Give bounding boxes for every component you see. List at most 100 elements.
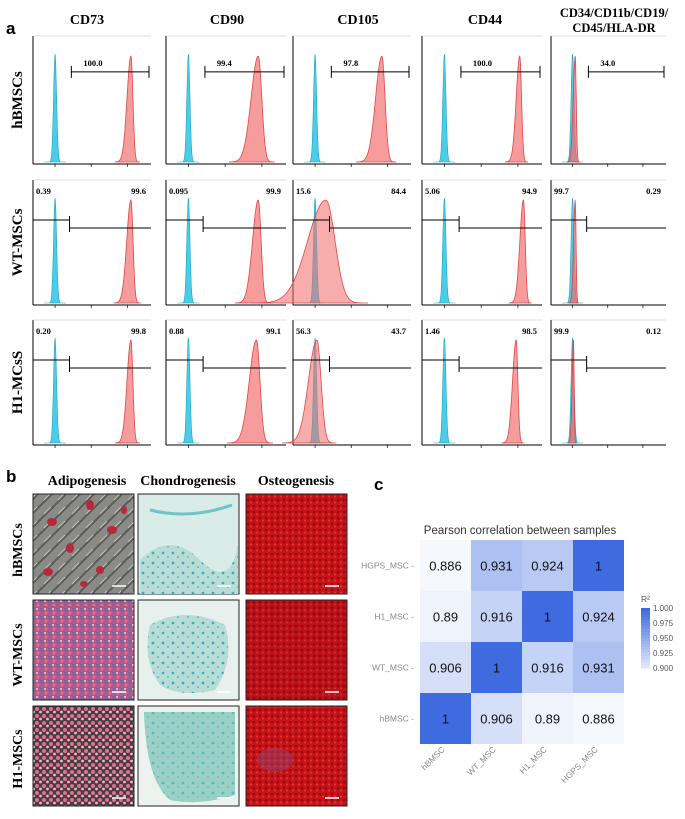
heatmap-cell-value: 0.924	[582, 610, 615, 625]
stained-histogram	[501, 339, 525, 444]
flow-panel-wt-mscs-1: 0.39 99.6	[32, 179, 151, 308]
heatmap-cell-HGPS_MSC-hBMSC	[420, 540, 471, 591]
stained-histogram	[114, 339, 141, 444]
heatmap-y-label: H1_MSC -	[374, 612, 414, 622]
panel-c-letter: c	[374, 475, 383, 494]
micrograph-wt-adipo	[32, 599, 135, 701]
isotype-histogram	[177, 53, 200, 163]
gate-left-percent: 15.6	[296, 186, 311, 196]
stained-histogram	[566, 56, 580, 163]
gate-positive-percent: 100.0	[83, 58, 102, 68]
legend-tick: 0.950	[653, 634, 674, 643]
gate-right-percent: 94.9	[522, 186, 537, 196]
heatmap-cell-HGPS_MSC-H1_MSC	[522, 540, 573, 591]
stained-histogram	[505, 55, 529, 163]
micrograph-hbmsc-chondro	[137, 493, 240, 595]
flow-panel-hbmscs-2: 99.4	[165, 35, 286, 167]
gate-left-percent: 5.06	[425, 186, 440, 196]
gate-right-percent: 98.5	[522, 326, 537, 336]
heatmap-y-label: HGPS_MSC -	[361, 561, 414, 571]
isotype-histogram	[44, 53, 66, 163]
gate-left-percent: 0.88	[169, 326, 184, 336]
flow-panel-h1-mcss-5: 99.9 0.12	[550, 319, 666, 448]
isotype-histogram	[562, 197, 584, 304]
micrograph-wt-chondro	[137, 599, 240, 701]
stain-row-labels: hBMSCs WT-MSCs H1-MSCs	[11, 523, 26, 789]
heatmap-x-label: HGPS_MSC	[559, 744, 600, 785]
flow-panel-h1-mcss-3: 56.3 43.7	[282, 319, 411, 448]
isotype-histogram	[433, 337, 456, 444]
heatmap-cell-WT_MSC-H1_MSC	[522, 642, 573, 693]
heatmap-cell-HGPS_MSC-WT_MSC	[471, 540, 522, 591]
flow-panel-h1-mcss-2: 0.88 99.1	[165, 319, 286, 448]
flow-panel-hbmscs-3: 97.8	[292, 35, 411, 167]
stained-histogram	[250, 199, 369, 304]
gate-left-percent: 1.46	[425, 326, 440, 336]
flow-row-label-h1-mcss: H1-MCsS	[10, 351, 26, 414]
heatmap-cell-hBMSC-H1_MSC	[522, 693, 573, 744]
heatmap-cell-value: 0.89	[535, 712, 560, 727]
gate-right-percent: 0.12	[646, 326, 661, 336]
isotype-histogram	[44, 337, 66, 444]
panel-a-letter: a	[6, 19, 16, 38]
heatmap-cell-hBMSC-hBMSC	[420, 693, 471, 744]
heatmap-cell-value: 0.931	[480, 559, 513, 574]
flow-panel-wt-mscs-5: 99.7 0.29	[550, 179, 666, 308]
micrograph-h1-osteo	[245, 705, 348, 807]
marker-cd90: CD90	[210, 13, 244, 28]
heatmap-cell-value: 0.931	[582, 661, 615, 676]
gate-left-percent: 0.20	[36, 326, 51, 336]
legend-tick: 0.900	[653, 664, 674, 673]
marker-headers: CD73 CD90 CD105 CD44 CD34/CD11b/CD19/ CD…	[70, 6, 669, 35]
marker-cd73: CD73	[70, 13, 104, 28]
legend-tick: 1.000	[653, 604, 674, 613]
stained-histogram	[227, 339, 273, 444]
flow-row-labels: hBMSCs WT-MSCs H1-MCsS	[10, 71, 26, 414]
micrograph-wt-osteo	[245, 599, 348, 701]
gate-right-percent: 84.4	[391, 186, 407, 196]
heatmap-cell-WT_MSC-HGPS_MSC	[573, 642, 624, 693]
stained-histogram	[228, 55, 275, 163]
micrograph-hbmsc-osteo	[245, 493, 348, 595]
heatmap-cell-value: 1	[442, 712, 449, 727]
heatmap-legend: R²1.000 0.975 0.950 0.925 0.900	[641, 594, 674, 673]
flow-row-label-wt-mscs: WT-MSCs	[10, 208, 26, 276]
heatmap-y-label: hBMSC -	[380, 714, 415, 724]
heatmap-cell-HGPS_MSC-HGPS_MSC	[573, 540, 624, 591]
gate-positive-percent: 100.0	[473, 58, 492, 68]
heatmap-x-label: WT_MSC	[465, 744, 498, 777]
stained-histogram	[282, 339, 337, 444]
isotype-histogram	[177, 197, 200, 304]
gate-left-percent: 0.095	[169, 186, 188, 196]
flow-panel-hbmscs-1: 100.0	[32, 35, 151, 167]
gate-left-percent: 0.39	[36, 186, 51, 196]
micrograph-hbmsc-adipo	[32, 493, 135, 595]
heatmap-cell-value: 0.906	[429, 661, 462, 676]
legend-tick: 0.925	[653, 649, 674, 658]
stained-histogram	[567, 340, 577, 444]
heatmap-cell-hBMSC-HGPS_MSC	[573, 693, 624, 744]
stained-histogram	[508, 199, 532, 304]
gate-positive-percent: 99.4	[217, 58, 233, 68]
heatmap-cell-H1_MSC-WT_MSC	[471, 591, 522, 642]
flow-panel-hbmscs-5: 34.0	[550, 35, 666, 167]
heatmap-cell-H1_MSC-hBMSC	[420, 591, 471, 642]
stained-histogram	[355, 55, 397, 163]
isotype-histogram	[304, 53, 326, 163]
gate-right-percent: 99.1	[266, 326, 281, 336]
flow-histogram-grid: 100.0 99.4 97.8 100.0 34.00.39 99.6 0.095 99.9 1…	[32, 35, 666, 448]
stained-histogram	[113, 199, 141, 304]
stain-column-headers: Adipogenesis Chondrogenesis Osteogenesis	[48, 474, 335, 489]
marker-cd44: CD44	[468, 13, 502, 28]
marker-negative-line2: CD45/HLA-DR	[572, 21, 656, 35]
stain-row-wt-mscs: WT-MSCs	[11, 623, 26, 687]
heatmap-cell-hBMSC-WT_MSC	[471, 693, 522, 744]
flow-row-label-hbmscs: hBMSCs	[10, 71, 26, 129]
gate-positive-percent: 97.8	[343, 58, 358, 68]
heatmap-cell-value: 0.906	[480, 712, 513, 727]
heatmap-title: Pearson correlation between samples	[424, 525, 617, 537]
panel-b-letter: b	[6, 467, 16, 486]
stained-histogram	[114, 55, 141, 163]
heatmap-cell-value: 1	[493, 661, 500, 676]
marker-negative-line1: CD34/CD11b/CD19/	[560, 6, 669, 20]
